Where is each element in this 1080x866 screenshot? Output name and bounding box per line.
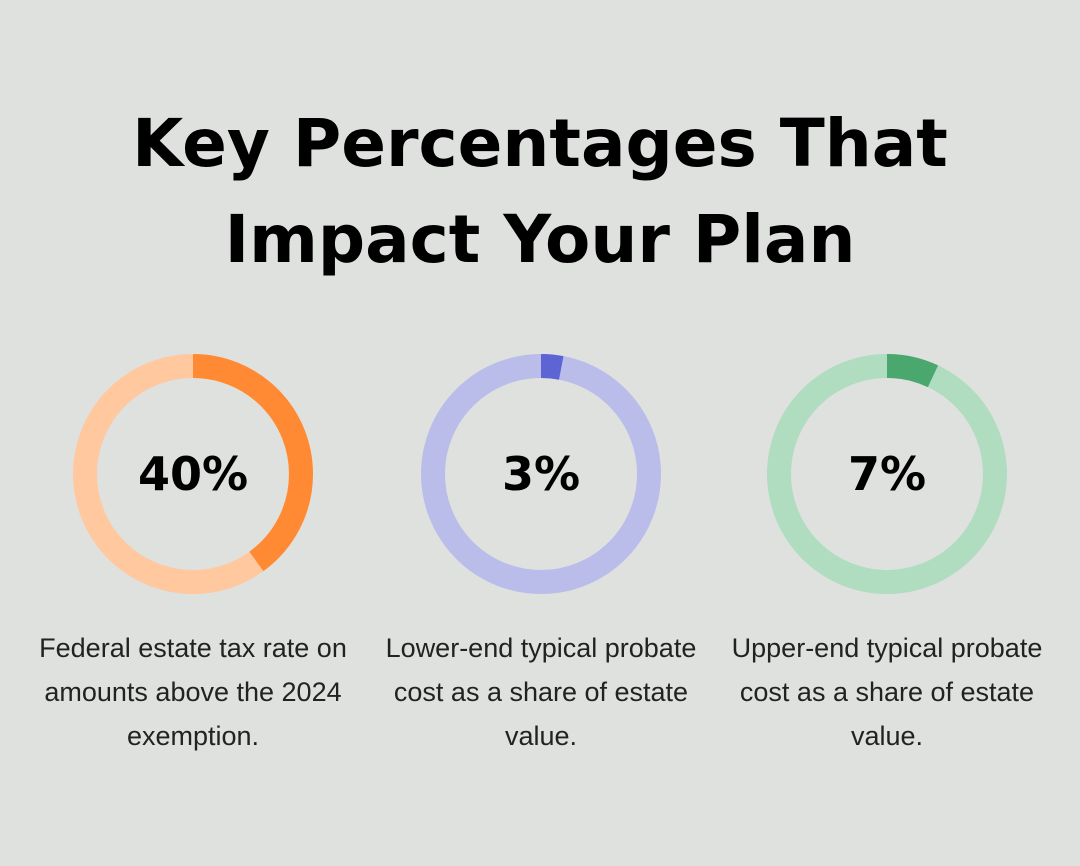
stat-caption: Upper-end typical probate cost as a shar… bbox=[731, 633, 1043, 751]
donut-value-label: 7% bbox=[848, 447, 926, 501]
donut-value-arc bbox=[767, 354, 1007, 594]
page-title: Key Percentages That Impact Your Plan bbox=[0, 96, 1080, 288]
stat-card-federal-estate-tax: 40% Federal estate tax rate on amounts a… bbox=[23, 354, 363, 758]
donut-chart: 40% bbox=[73, 354, 313, 594]
title-line-2: Impact Your Plan bbox=[224, 201, 856, 278]
donut-value-arc bbox=[421, 354, 661, 594]
stat-card-probate-high: 7% Upper-end typical probate cost as a s… bbox=[717, 354, 1057, 758]
donut-value-label: 3% bbox=[502, 447, 580, 501]
donut-value-label: 40% bbox=[138, 447, 248, 501]
stat-caption: Lower-end typical probate cost as a shar… bbox=[385, 633, 697, 751]
donut-value-arc bbox=[73, 354, 313, 594]
stat-caption: Federal estate tax rate on amounts above… bbox=[39, 633, 347, 751]
donut-chart: 7% bbox=[767, 354, 1007, 594]
stat-card-probate-low: 3% Lower-end typical probate cost as a s… bbox=[371, 354, 711, 758]
title-line-1: Key Percentages That bbox=[132, 105, 948, 182]
donut-chart: 3% bbox=[421, 354, 661, 594]
